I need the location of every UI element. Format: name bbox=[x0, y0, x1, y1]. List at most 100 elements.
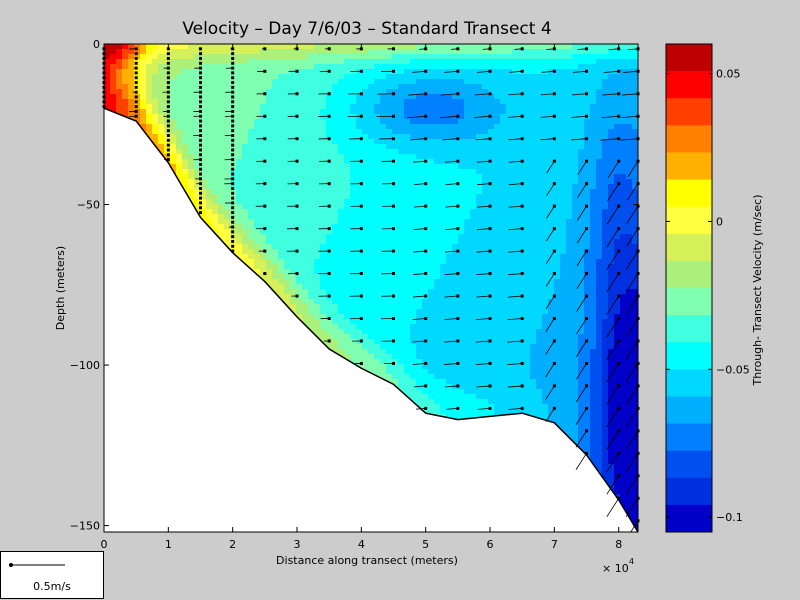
field-cell bbox=[356, 304, 363, 310]
field-cell bbox=[428, 59, 435, 65]
field-cell bbox=[314, 329, 321, 335]
field-cell bbox=[134, 49, 141, 55]
field-cell bbox=[536, 204, 543, 210]
field-cell bbox=[146, 114, 153, 120]
field-cell bbox=[596, 234, 603, 240]
field-cell bbox=[536, 374, 543, 380]
field-cell bbox=[380, 344, 387, 350]
field-cell bbox=[104, 94, 111, 100]
field-cell bbox=[518, 94, 525, 100]
field-cell bbox=[494, 409, 501, 415]
field-cell bbox=[518, 49, 525, 55]
field-cell bbox=[344, 154, 351, 160]
field-cell bbox=[470, 314, 477, 320]
field-cell bbox=[440, 369, 447, 375]
field-cell bbox=[446, 304, 453, 310]
field-cell bbox=[566, 319, 573, 325]
field-cell bbox=[452, 329, 459, 335]
field-cell bbox=[194, 169, 201, 175]
field-cell bbox=[152, 119, 159, 125]
field-cell bbox=[536, 84, 543, 90]
field-cell bbox=[236, 44, 243, 50]
field-cell bbox=[362, 199, 369, 205]
field-cell bbox=[194, 124, 201, 130]
field-cell bbox=[458, 194, 465, 200]
field-cell bbox=[194, 164, 201, 170]
field-cell bbox=[578, 199, 585, 205]
field-cell bbox=[416, 104, 423, 110]
field-cell bbox=[212, 44, 219, 50]
field-cell bbox=[314, 154, 321, 160]
field-cell bbox=[518, 354, 525, 360]
field-cell bbox=[218, 154, 225, 160]
field-cell bbox=[440, 104, 447, 110]
field-cell bbox=[326, 154, 333, 160]
field-cell bbox=[434, 404, 441, 410]
field-cell bbox=[320, 204, 327, 210]
field-cell bbox=[242, 114, 249, 120]
field-cell bbox=[344, 334, 351, 340]
field-cell bbox=[452, 379, 459, 385]
field-cell bbox=[458, 374, 465, 380]
field-cell bbox=[572, 119, 579, 125]
field-cell bbox=[512, 134, 519, 140]
field-cell bbox=[392, 79, 399, 85]
field-cell bbox=[548, 224, 555, 230]
field-cell bbox=[188, 104, 195, 110]
field-cell bbox=[260, 104, 267, 110]
field-cell bbox=[500, 229, 507, 235]
field-cell bbox=[614, 129, 621, 135]
field-cell bbox=[542, 124, 549, 130]
field-cell bbox=[368, 249, 375, 255]
field-cell bbox=[470, 394, 477, 400]
field-cell bbox=[398, 69, 405, 75]
field-cell bbox=[566, 344, 573, 350]
field-cell bbox=[254, 194, 261, 200]
field-cell bbox=[476, 104, 483, 110]
field-cell bbox=[464, 209, 471, 215]
field-cell bbox=[488, 369, 495, 375]
field-cell bbox=[500, 344, 507, 350]
field-cell bbox=[548, 84, 555, 90]
field-cell bbox=[458, 219, 465, 225]
field-cell bbox=[590, 184, 597, 190]
field-cell bbox=[536, 414, 543, 420]
field-cell bbox=[272, 129, 279, 135]
field-cell bbox=[386, 294, 393, 300]
field-cell bbox=[290, 294, 297, 300]
field-cell bbox=[392, 84, 399, 90]
field-cell bbox=[464, 189, 471, 195]
field-cell bbox=[608, 239, 615, 245]
field-cell bbox=[302, 84, 309, 90]
field-cell bbox=[242, 119, 249, 125]
field-cell bbox=[314, 114, 321, 120]
field-cell bbox=[284, 229, 291, 235]
field-cell bbox=[500, 324, 507, 330]
field-cell bbox=[314, 199, 321, 205]
field-cell bbox=[506, 169, 513, 175]
field-cell bbox=[590, 264, 597, 270]
field-cell bbox=[464, 129, 471, 135]
field-cell bbox=[590, 289, 597, 295]
field-cell bbox=[590, 219, 597, 225]
field-cell bbox=[560, 239, 567, 245]
field-cell bbox=[590, 389, 597, 395]
field-cell bbox=[428, 269, 435, 275]
field-cell bbox=[530, 79, 537, 85]
field-cell bbox=[416, 344, 423, 350]
field-cell bbox=[236, 199, 243, 205]
field-cell bbox=[260, 69, 267, 75]
field-cell bbox=[356, 54, 363, 60]
field-cell bbox=[368, 219, 375, 225]
field-cell bbox=[464, 154, 471, 160]
field-cell bbox=[494, 174, 501, 180]
field-cell bbox=[200, 54, 207, 60]
field-cell bbox=[422, 164, 429, 170]
field-cell bbox=[572, 254, 579, 260]
field-cell bbox=[452, 44, 459, 50]
field-cell bbox=[248, 204, 255, 210]
field-cell bbox=[260, 239, 267, 245]
field-cell bbox=[572, 329, 579, 335]
field-cell bbox=[410, 314, 417, 320]
field-cell bbox=[440, 124, 447, 130]
